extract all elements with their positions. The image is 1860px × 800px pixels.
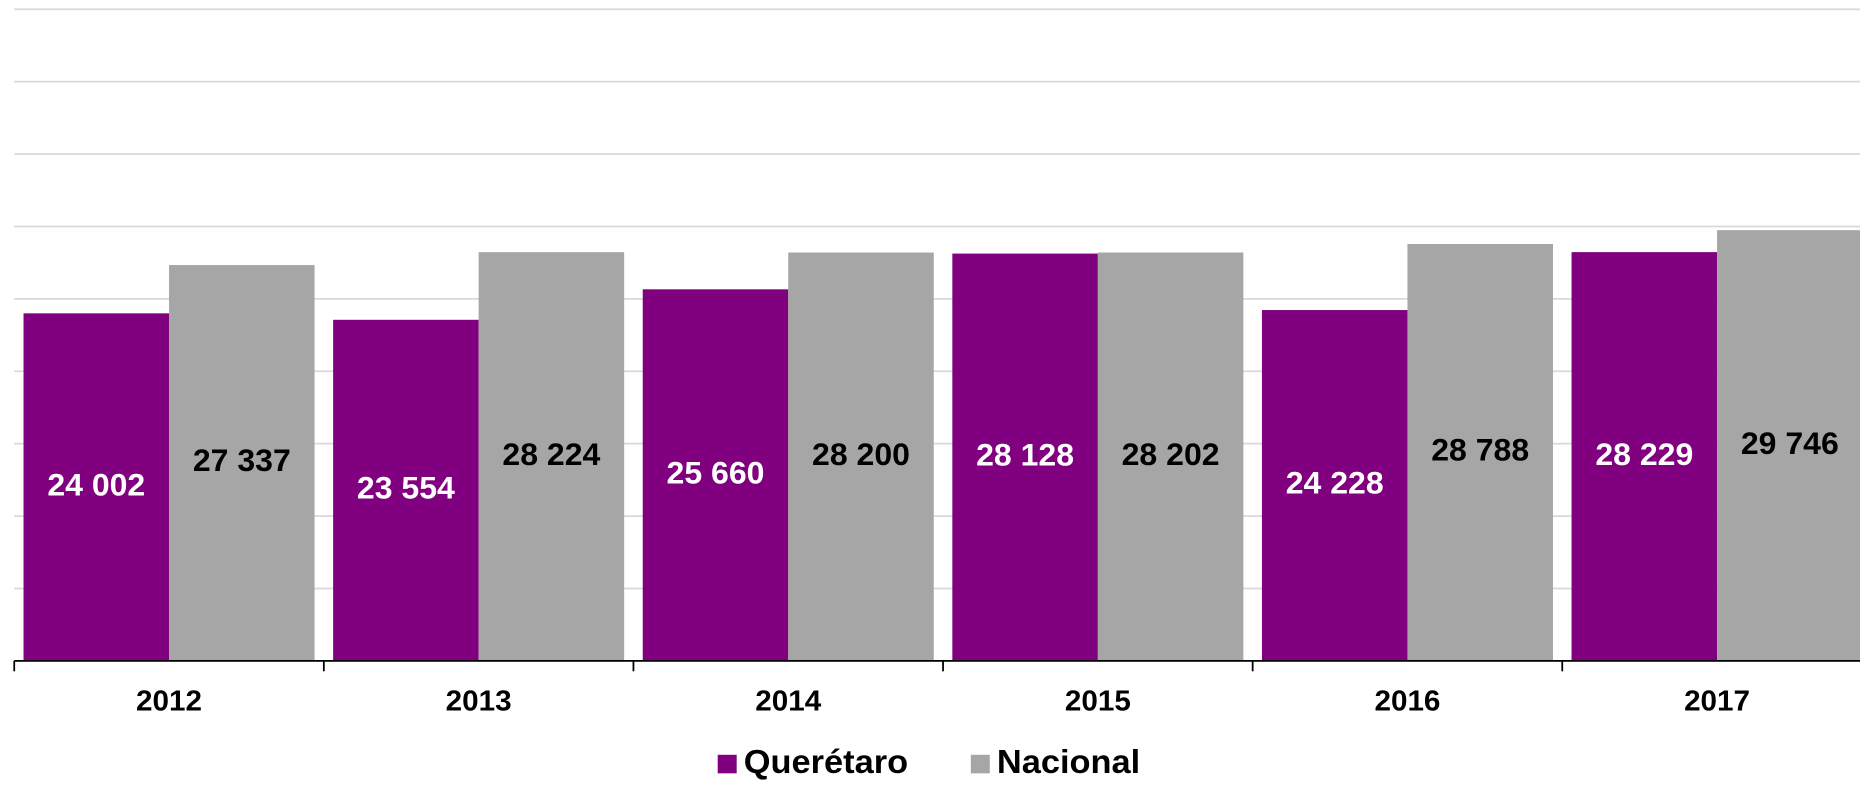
bar bbox=[1717, 230, 1860, 661]
bar bbox=[23, 313, 170, 661]
bar bbox=[1097, 252, 1244, 661]
bar bbox=[642, 289, 789, 661]
x-tick-label: 2016 bbox=[1374, 685, 1440, 718]
x-tick-label: 2015 bbox=[1065, 685, 1131, 718]
bar bbox=[1261, 310, 1408, 661]
x-tick-label: 2013 bbox=[446, 685, 512, 718]
bar bbox=[333, 319, 479, 661]
bar bbox=[788, 252, 934, 661]
x-axis: 2012 2013 2014 2015 2016 2017 bbox=[13, 660, 1860, 718]
value-label: 25 660 bbox=[667, 455, 765, 491]
bar bbox=[1407, 244, 1553, 661]
value-label: 23 554 bbox=[357, 470, 455, 506]
bar bbox=[952, 253, 1098, 661]
legend-label: Querétaro bbox=[744, 743, 908, 781]
legend-swatch bbox=[970, 754, 990, 774]
bar bbox=[1571, 252, 1718, 661]
grid bbox=[14, 8, 1860, 662]
x-tick-label: 2012 bbox=[136, 685, 202, 718]
bars: 24 002 27 337 23 554 28 224 25 660 28 200 28 1… bbox=[23, 230, 1860, 661]
legend-label: Nacional bbox=[997, 743, 1140, 781]
value-label: 24 002 bbox=[47, 467, 145, 503]
x-tick-label: 2014 bbox=[755, 685, 822, 718]
value-label: 28 200 bbox=[812, 436, 910, 472]
value-label: 28 202 bbox=[1122, 436, 1220, 472]
value-label: 29 746 bbox=[1741, 425, 1839, 461]
value-label: 24 228 bbox=[1286, 465, 1384, 501]
x-tick-label: 2017 bbox=[1684, 685, 1750, 718]
bar bbox=[478, 252, 625, 661]
value-label: 27 337 bbox=[193, 443, 291, 479]
legend: Querétaro Nacional bbox=[717, 743, 1140, 781]
value-label: 28 229 bbox=[1595, 436, 1693, 472]
bar bbox=[169, 265, 315, 661]
value-label: 28 788 bbox=[1431, 432, 1529, 468]
legend-swatch bbox=[717, 754, 737, 774]
value-label: 28 224 bbox=[502, 436, 600, 472]
value-label: 28 128 bbox=[976, 437, 1074, 473]
